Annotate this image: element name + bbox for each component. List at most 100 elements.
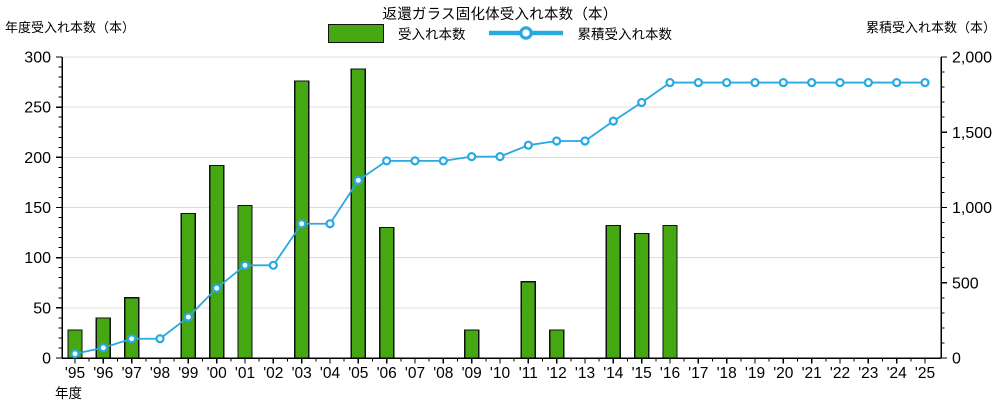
bar xyxy=(605,224,621,359)
legend-item-line: 累積受入れ本数 xyxy=(488,23,673,43)
line-marker xyxy=(807,77,817,88)
line-marker xyxy=(693,77,703,88)
line-marker xyxy=(240,260,250,270)
left-axis-title: 年度受入れ本数（本） xyxy=(5,20,136,35)
line-marker xyxy=(495,152,505,162)
x-axis-tick-label: '06 xyxy=(377,365,397,382)
bar xyxy=(634,232,650,359)
line-marker xyxy=(127,334,137,344)
x-axis-tick-label: '15 xyxy=(632,365,652,382)
bar xyxy=(464,329,480,359)
line-marker xyxy=(892,77,902,88)
line-marker xyxy=(353,175,363,186)
line-marker xyxy=(608,116,618,126)
line-marker xyxy=(155,334,165,344)
line-marker xyxy=(863,77,873,88)
line-marker xyxy=(410,156,420,166)
line-marker xyxy=(325,219,335,229)
right-axis-tick-label: 1,500 xyxy=(952,125,992,142)
left-axis-tick-label: 100 xyxy=(24,250,51,267)
right-axis-tick-label: 1,000 xyxy=(952,200,992,217)
line-swatch-icon xyxy=(488,26,563,40)
x-axis-tick-label: '11 xyxy=(519,365,538,382)
line-marker xyxy=(212,283,222,293)
line-marker xyxy=(552,136,562,146)
chart-title: 返還ガラス固化体受入れ本数（本） xyxy=(382,7,618,23)
x-axis-tick-label: '95 xyxy=(65,365,85,382)
line-marker xyxy=(523,140,533,150)
line-marker xyxy=(750,77,760,88)
x-axis-tick-label: '10 xyxy=(490,365,511,382)
x-axis-tick-label: '12 xyxy=(547,365,567,382)
line-marker xyxy=(467,152,477,162)
bar xyxy=(379,226,395,359)
right-axis-tick-label: 2,000 xyxy=(952,50,992,67)
x-axis-tick-label: '05 xyxy=(348,365,368,382)
bar xyxy=(124,297,140,359)
line-marker xyxy=(580,136,590,146)
left-axis-tick-label: 50 xyxy=(33,300,51,317)
bar-swatch-icon xyxy=(328,23,384,43)
line-marker xyxy=(98,343,108,353)
x-axis-tick-label: '08 xyxy=(433,365,453,382)
bar xyxy=(237,204,253,359)
line-marker xyxy=(438,156,448,166)
line-marker xyxy=(183,312,193,322)
x-axis-tick-label: '01 xyxy=(235,365,255,382)
x-axis-tick-label: '00 xyxy=(207,365,228,382)
x-axis-tick-label: '98 xyxy=(150,365,170,382)
line-marker xyxy=(778,77,788,88)
x-axis-tick-label: '07 xyxy=(405,365,425,382)
right-axis-tick-label: 500 xyxy=(952,275,979,292)
bar xyxy=(662,224,678,359)
x-axis-tick-label: '20 xyxy=(773,365,794,382)
line-marker xyxy=(637,97,647,108)
x-axis-tick-label: '02 xyxy=(263,365,283,382)
x-axis-tick-label: '99 xyxy=(178,365,198,382)
line-marker xyxy=(382,156,392,166)
legend-bar-label: 受入れ本数 xyxy=(398,27,466,42)
left-axis-tick-label: 300 xyxy=(24,50,51,67)
line-marker xyxy=(835,77,845,88)
bar xyxy=(350,68,366,359)
line-marker xyxy=(297,219,307,229)
line-marker xyxy=(268,260,278,270)
x-axis-tick-label: '09 xyxy=(462,365,482,382)
x-axis-tick-label: '03 xyxy=(292,365,312,382)
right-axis-title: 累積受入れ本数（本） xyxy=(865,20,996,35)
cumulative-line xyxy=(74,81,926,355)
right-axis-tick-label: 0 xyxy=(952,351,961,368)
x-axis-tick-label: '97 xyxy=(122,365,142,382)
chart-legend: 受入れ本数 累積受入れ本数 xyxy=(0,23,1000,43)
x-axis-tick-label: '18 xyxy=(717,365,737,382)
x-axis-tick-label: '25 xyxy=(915,365,935,382)
x-axis-tick-label: '22 xyxy=(830,365,850,382)
x-axis-tick-label: '17 xyxy=(688,365,708,382)
x-axis-tick-label: '21 xyxy=(802,365,822,382)
left-axis-tick-label: 0 xyxy=(42,351,51,368)
x-axis-tick-label: '23 xyxy=(858,365,878,382)
line-marker xyxy=(722,77,732,88)
x-axis-tick-label: '04 xyxy=(320,365,341,382)
x-axis-tick-label: '13 xyxy=(575,365,595,382)
line-marker xyxy=(665,77,675,88)
legend-item-bars: 受入れ本数 xyxy=(328,23,466,43)
left-axis-tick-label: 250 xyxy=(24,100,51,117)
left-axis-tick-label: 150 xyxy=(24,200,51,217)
legend-line-label: 累積受入れ本数 xyxy=(577,27,673,42)
bar xyxy=(180,212,196,359)
line-marker xyxy=(70,349,80,359)
x-axis-tick-label: '16 xyxy=(660,365,680,382)
x-axis-tick-label: '96 xyxy=(93,365,113,382)
bar xyxy=(209,164,225,359)
x-axis-tick-label: '19 xyxy=(745,365,765,382)
bar xyxy=(549,329,565,359)
bar xyxy=(520,281,536,359)
x-axis-title: 年度 xyxy=(55,386,82,400)
x-axis-tick-label: '24 xyxy=(887,365,908,382)
left-axis-tick-label: 200 xyxy=(24,150,51,167)
line-marker xyxy=(920,77,930,88)
x-axis-tick-label: '14 xyxy=(603,365,624,382)
